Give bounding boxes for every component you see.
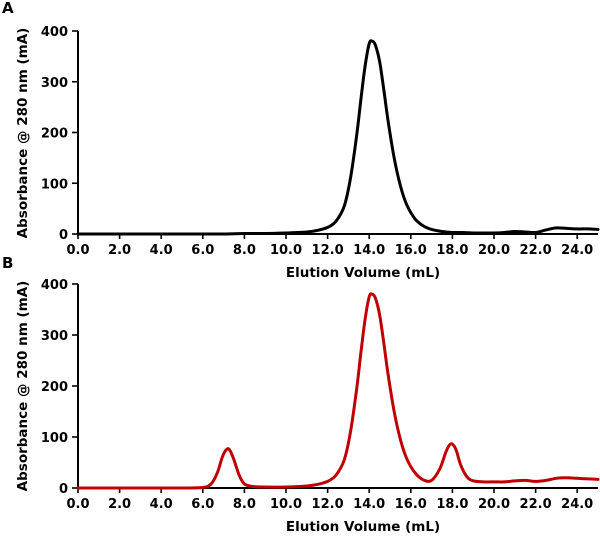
panel-b-y-tick-label: 100 — [41, 431, 68, 446]
panel-a-x-tick-label: 22.0 — [520, 243, 552, 258]
panel-b-y-ticks: 0 100 200 300 400 — [41, 278, 78, 497]
panel-a-x-tick-label: 16.0 — [395, 243, 427, 258]
panel-a-x-tick-label: 0.0 — [66, 243, 89, 258]
panel-a: A Absorbance @ 280 nm (mA) Elution Volum… — [2, 0, 600, 281]
panel-b-x-tick-label: 20.0 — [478, 497, 510, 512]
panel-b-x-tick-label: 8.0 — [233, 497, 256, 512]
panel-a-y-tick-label: 100 — [41, 177, 68, 192]
panel-b-x-tick-label: 2.0 — [108, 497, 131, 512]
panel-a-axes — [77, 31, 598, 235]
panel-b-x-tick-label: 22.0 — [520, 497, 552, 512]
panel-a-y-tick-label: 0 — [59, 228, 68, 243]
panel-b-x-tick-label: 4.0 — [150, 497, 173, 512]
panel-b-x-tick-label: 6.0 — [191, 497, 214, 512]
panel-a-x-tick-label: 12.0 — [312, 243, 344, 258]
panel-a-x-ticks: 0.0 2.0 4.0 6.0 8.0 10.0 12.0 14.0 16.0 18.0 20.0 2… — [66, 234, 593, 258]
panel-b-x-tick-label: 24.0 — [561, 497, 593, 512]
panel-a-y-axis-title: Absorbance @ 280 nm (mA) — [15, 28, 31, 239]
panel-a-x-tick-label: 4.0 — [150, 243, 173, 258]
panel-b-letter: B — [2, 254, 13, 272]
panel-a-x-tick-label: 18.0 — [436, 243, 468, 258]
panel-a-series-line — [76, 39, 600, 236]
panel-a-y-tick-label: 300 — [41, 76, 68, 91]
panel-b-x-axis-title: Elution Volume (mL) — [286, 519, 440, 535]
panel-b-x-tick-label: 16.0 — [395, 497, 427, 512]
panel-a-x-tick-label: 10.0 — [270, 243, 302, 258]
panel-a-letter: A — [2, 0, 14, 17]
panel-a-y-tick-label: 400 — [41, 25, 68, 40]
panel-b-y-tick-label: 400 — [41, 278, 68, 293]
panel-a-x-tick-label: 2.0 — [108, 243, 131, 258]
panel-b-x-tick-label: 0.0 — [66, 497, 89, 512]
panel-b-series-line — [76, 292, 600, 490]
panel-b-x-ticks: 0.0 2.0 4.0 6.0 8.0 10.0 12.0 14.0 16.0 18.0 20.0 2… — [66, 488, 593, 512]
panel-a-x-tick-label: 20.0 — [478, 243, 510, 258]
panel-a-x-tick-label: 8.0 — [233, 243, 256, 258]
panel-b: B Absorbance @ 280 nm (mA) Elution Volum… — [2, 254, 600, 535]
panel-b-axes — [77, 284, 598, 489]
panel-b-y-tick-label: 0 — [59, 482, 68, 497]
panel-b-y-tick-label: 300 — [41, 329, 68, 344]
panel-b-y-tick-label: 200 — [41, 380, 68, 395]
panel-a-x-tick-label: 24.0 — [561, 243, 593, 258]
panel-a-x-axis-title: Elution Volume (mL) — [286, 265, 440, 281]
panel-b-x-tick-label: 18.0 — [436, 497, 468, 512]
panel-a-y-tick-label: 200 — [41, 127, 68, 142]
panel-b-y-axis-title: Absorbance @ 280 nm (mA) — [15, 281, 31, 492]
panel-a-x-tick-label: 14.0 — [353, 243, 385, 258]
panel-a-y-ticks: 0 100 200 300 400 — [41, 25, 78, 243]
panel-b-x-tick-label: 10.0 — [270, 497, 302, 512]
panel-a-x-tick-label: 6.0 — [191, 243, 214, 258]
panel-b-x-tick-label: 12.0 — [312, 497, 344, 512]
panel-b-x-tick-label: 14.0 — [353, 497, 385, 512]
